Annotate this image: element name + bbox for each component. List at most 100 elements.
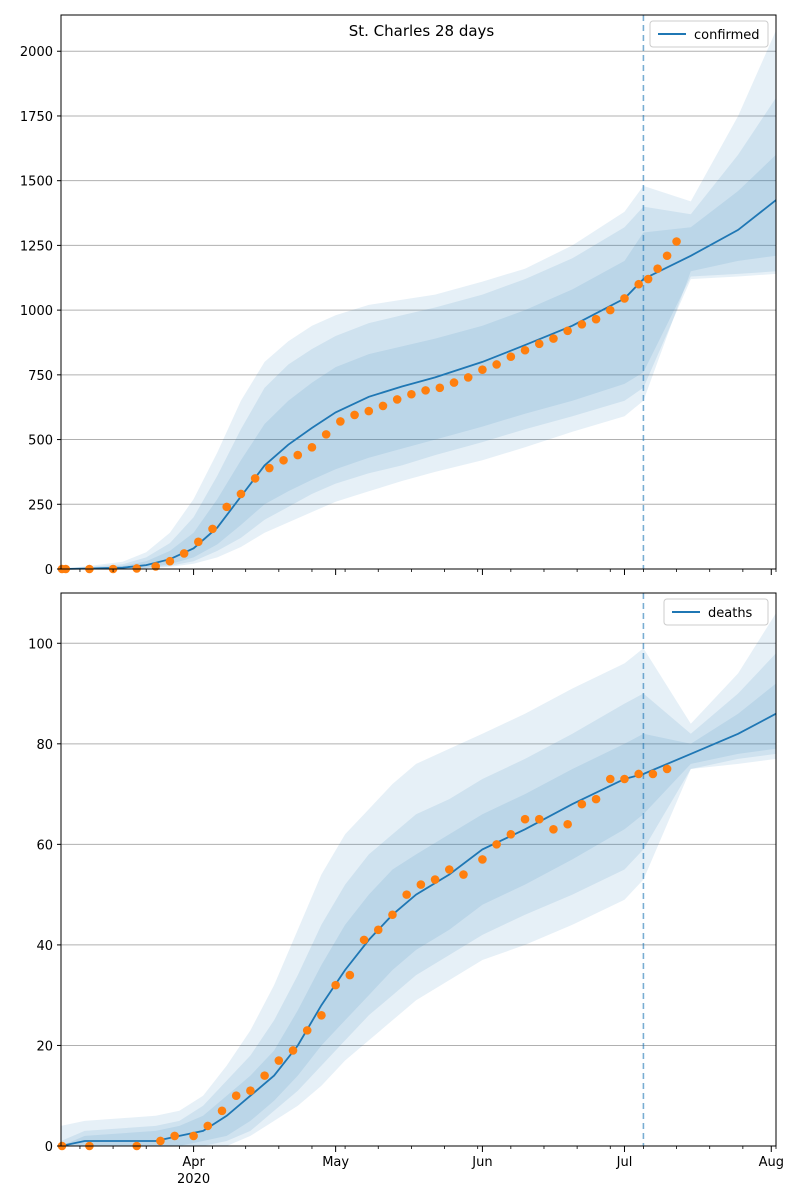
confirmed-observed-point (364, 406, 374, 416)
confirmed-y-tick-label: 0 (45, 563, 53, 578)
deaths-observed-points (57, 764, 672, 1151)
confirmed-observed-point (293, 450, 303, 460)
deaths-y-tick-label: 80 (36, 738, 53, 753)
confirmed-observed-point (549, 334, 558, 343)
confirmed-observed-point (392, 395, 402, 404)
chart-title: St. Charles 28 days (349, 22, 495, 40)
confirmed-observed-point (179, 549, 189, 558)
deaths-observed-point (331, 980, 340, 990)
deaths-observed-point (246, 1086, 255, 1095)
confirmed-uncertainty-bands (61, 30, 776, 570)
confirmed-model-line (60, 199, 777, 570)
deaths-observed-point (260, 1071, 269, 1080)
deaths-observed-point (189, 1131, 198, 1141)
confirmed-observed-point (265, 463, 274, 473)
confirmed-observed-point (250, 474, 260, 483)
confirmed-observed-point (449, 378, 459, 387)
deaths-observed-point (302, 1026, 312, 1035)
confirmed-observed-point (222, 502, 232, 512)
confirmed-uncertainty-band-3 (61, 30, 776, 569)
x-tick-label: Jun (471, 1155, 492, 1170)
confirmed-observed-point (478, 365, 487, 374)
deaths-observed-point (520, 814, 530, 824)
legend-box (649, 20, 769, 48)
legend-label-deaths: deaths (708, 606, 753, 621)
x-tick-sublabel: 2020 (177, 1172, 210, 1187)
confirmed-observed-point (520, 345, 530, 355)
deaths-observed-point (563, 819, 572, 829)
deaths-observed-point (444, 865, 454, 874)
confirmed-observed-point (336, 417, 345, 426)
deaths-observed-point (591, 794, 601, 804)
deaths-observed-point (430, 875, 440, 884)
confirmed-observed-point (132, 564, 142, 573)
deaths-observed-point (620, 774, 629, 784)
confirmed-observed-point (534, 339, 544, 349)
deaths-y-axis-ticks: 0 20 40 60 80 100 (28, 637, 61, 1155)
deaths-y-tick-label: 0 (45, 1140, 53, 1155)
confirmed-y-axis-ticks: 0 250 500 750 1000 1250 1500 1750 2000 (20, 45, 61, 578)
confirmed-uncertainty-band-1 (61, 154, 776, 570)
deaths-observed-point (288, 1046, 298, 1055)
deaths-observed-point (506, 830, 516, 839)
confirmed-observed-point (620, 294, 629, 303)
legend-label-confirmed: confirmed (694, 28, 760, 43)
deaths-y-tick-label: 100 (28, 637, 53, 652)
legend-box (663, 598, 769, 626)
confirmed-observed-point (672, 237, 681, 246)
confirmed-observed-point (321, 430, 331, 439)
confirmed-observed-point (435, 383, 445, 393)
deaths-observed-point (217, 1106, 227, 1116)
deaths-observed-point (577, 799, 587, 809)
deaths-observed-point (345, 970, 355, 980)
deaths-observed-point (416, 880, 426, 889)
x-tick-label: Aug (759, 1155, 784, 1170)
x-tick-label: Apr (182, 1155, 205, 1170)
deaths-y-tick-label: 20 (36, 1039, 53, 1054)
deaths-observed-point (605, 774, 615, 784)
deaths-observed-point (402, 890, 411, 899)
deaths-observed-point (478, 855, 487, 864)
deaths-observed-point (662, 764, 672, 774)
deaths-observed-point (492, 840, 501, 849)
confirmed-observed-point (165, 556, 175, 566)
confirmed-observed-point (634, 279, 643, 289)
deaths-observed-point (317, 1010, 326, 1020)
deaths-chart-panel: 0 20 40 60 80 100 Apr 2020 May Jun Jul Aug deaths (28, 592, 784, 1187)
deaths-axes-frame (60, 592, 777, 1147)
confirmed-observed-point (577, 320, 587, 329)
confirmed-observed-point (563, 326, 572, 336)
confirmed-observed-point (463, 373, 473, 382)
deaths-observed-point (549, 824, 558, 834)
confirmed-y-tick-label: 1750 (20, 110, 53, 125)
confirmed-observed-point (407, 389, 416, 399)
confirmed-observed-point (492, 360, 501, 369)
confirmed-observed-point (421, 386, 430, 395)
confirmed-observed-points (57, 237, 681, 574)
confirmed-observed-point (279, 455, 288, 465)
confirmed-observed-point (653, 264, 662, 274)
deaths-uncertainty-band-3 (61, 613, 776, 1146)
confirmed-observed-point (662, 251, 672, 261)
x-tick-label: Jul (616, 1155, 633, 1170)
deaths-observed-point (156, 1136, 165, 1146)
deaths-observed-point (170, 1131, 179, 1141)
deaths-observed-point (274, 1056, 284, 1065)
deaths-x-axis-ticks: Apr 2020 May Jun Jul Aug (79, 1146, 784, 1187)
confirmed-observed-point (307, 443, 317, 452)
x-tick-label: May (322, 1155, 349, 1170)
confirmed-legend: confirmed (649, 20, 769, 48)
confirmed-y-tick-label: 250 (28, 498, 53, 513)
confirmed-y-tick-label: 1000 (20, 304, 53, 319)
confirmed-y-tick-label: 2000 (20, 45, 53, 60)
confirmed-axes-frame (60, 14, 777, 570)
deaths-observed-point (203, 1121, 213, 1131)
deaths-observed-point (459, 870, 468, 879)
confirmed-observed-point (194, 537, 203, 547)
deaths-observed-point (648, 769, 658, 779)
confirmed-uncertainty-band-2 (61, 97, 776, 570)
deaths-y-tick-label: 40 (36, 939, 53, 954)
confirmed-observed-point (605, 305, 615, 315)
confirmed-y-tick-label: 500 (28, 434, 53, 449)
